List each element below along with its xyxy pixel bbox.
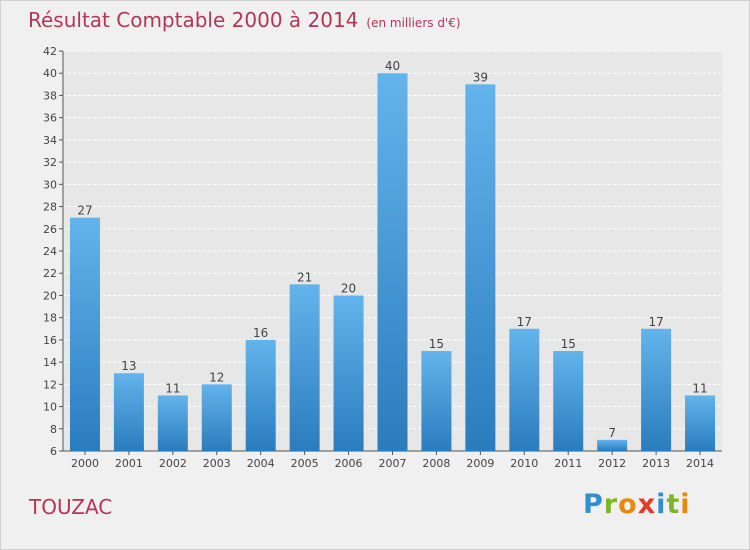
y-tick-label: 12 [43, 378, 57, 391]
bar-value-label: 39 [473, 70, 488, 84]
bar [553, 351, 584, 451]
bar-value-label: 15 [561, 337, 576, 351]
bar-value-label: 15 [429, 337, 444, 351]
bar [157, 395, 188, 451]
logo-letter: t [666, 489, 681, 520]
x-tick-label: 2000 [71, 457, 99, 470]
bar [597, 439, 628, 451]
chart-subtitle: (en milliers d'€) [366, 16, 461, 30]
x-tick-label: 2002 [159, 457, 187, 470]
bar-value-label: 16 [253, 326, 268, 340]
logo-letter: x [637, 489, 657, 520]
logo-letter: r [603, 489, 619, 520]
logo-letter: P [583, 489, 604, 520]
chart-title: Résultat Comptable 2000 à 2014 (en millie… [28, 8, 461, 32]
bar-value-label: 40 [385, 59, 400, 73]
bar [377, 73, 408, 451]
y-tick-label: 6 [50, 445, 57, 458]
y-tick-label: 22 [43, 267, 57, 280]
bar [641, 328, 672, 451]
bar-value-label: 13 [121, 359, 136, 373]
bar [201, 384, 232, 451]
bar [465, 84, 496, 451]
bar-value-label: 27 [77, 204, 92, 218]
x-tick-label: 2003 [203, 457, 231, 470]
bar-value-label: 7 [608, 426, 616, 440]
bar [333, 295, 364, 451]
x-tick-label: 2006 [335, 457, 363, 470]
bar [69, 217, 100, 451]
logo-letter: i [656, 489, 667, 520]
bar [421, 351, 452, 451]
x-tick-label: 2008 [422, 457, 450, 470]
bar-value-label: 21 [297, 270, 312, 284]
y-tick-label: 24 [43, 245, 57, 258]
logo-letter: i [680, 489, 691, 520]
proxiti-logo: Proxiti [583, 489, 691, 520]
y-tick-label: 38 [43, 89, 57, 102]
y-tick-label: 14 [43, 356, 57, 369]
x-tick-label: 2001 [115, 457, 143, 470]
chart-title-text: Résultat Comptable 2000 à 2014 [28, 8, 359, 32]
bar [113, 373, 144, 451]
x-tick-label: 2007 [379, 457, 407, 470]
y-tick-label: 40 [43, 67, 57, 80]
bar-value-label: 12 [209, 370, 224, 384]
x-tick-label: 2005 [291, 457, 319, 470]
y-tick-label: 30 [43, 178, 57, 191]
bar [509, 328, 540, 451]
y-tick-label: 36 [43, 112, 57, 125]
bar [289, 284, 320, 451]
bar-value-label: 17 [517, 315, 532, 329]
x-tick-label: 2011 [554, 457, 582, 470]
y-tick-label: 8 [50, 423, 57, 436]
x-tick-label: 2013 [642, 457, 670, 470]
y-tick-label: 26 [43, 223, 57, 236]
y-tick-label: 10 [43, 401, 57, 414]
bar [245, 339, 276, 451]
y-tick-label: 16 [43, 334, 57, 347]
bar [685, 395, 716, 451]
x-tick-label: 2012 [598, 457, 626, 470]
bar-value-label: 17 [648, 315, 663, 329]
y-tick-label: 18 [43, 312, 57, 325]
y-tick-label: 32 [43, 156, 57, 169]
x-tick-label: 2009 [466, 457, 494, 470]
town-name: TOUZAC [29, 495, 113, 519]
y-tick-label: 28 [43, 201, 57, 214]
x-tick-label: 2010 [510, 457, 538, 470]
y-tick-label: 42 [43, 45, 57, 58]
y-tick-label: 34 [43, 134, 57, 147]
y-tick-label: 20 [43, 289, 57, 302]
bar-value-label: 11 [165, 381, 180, 395]
logo-letter: o [618, 489, 638, 520]
x-tick-label: 2014 [686, 457, 714, 470]
bar-value-label: 20 [341, 281, 356, 295]
x-tick-label: 2004 [247, 457, 275, 470]
bar-value-label: 11 [692, 381, 707, 395]
